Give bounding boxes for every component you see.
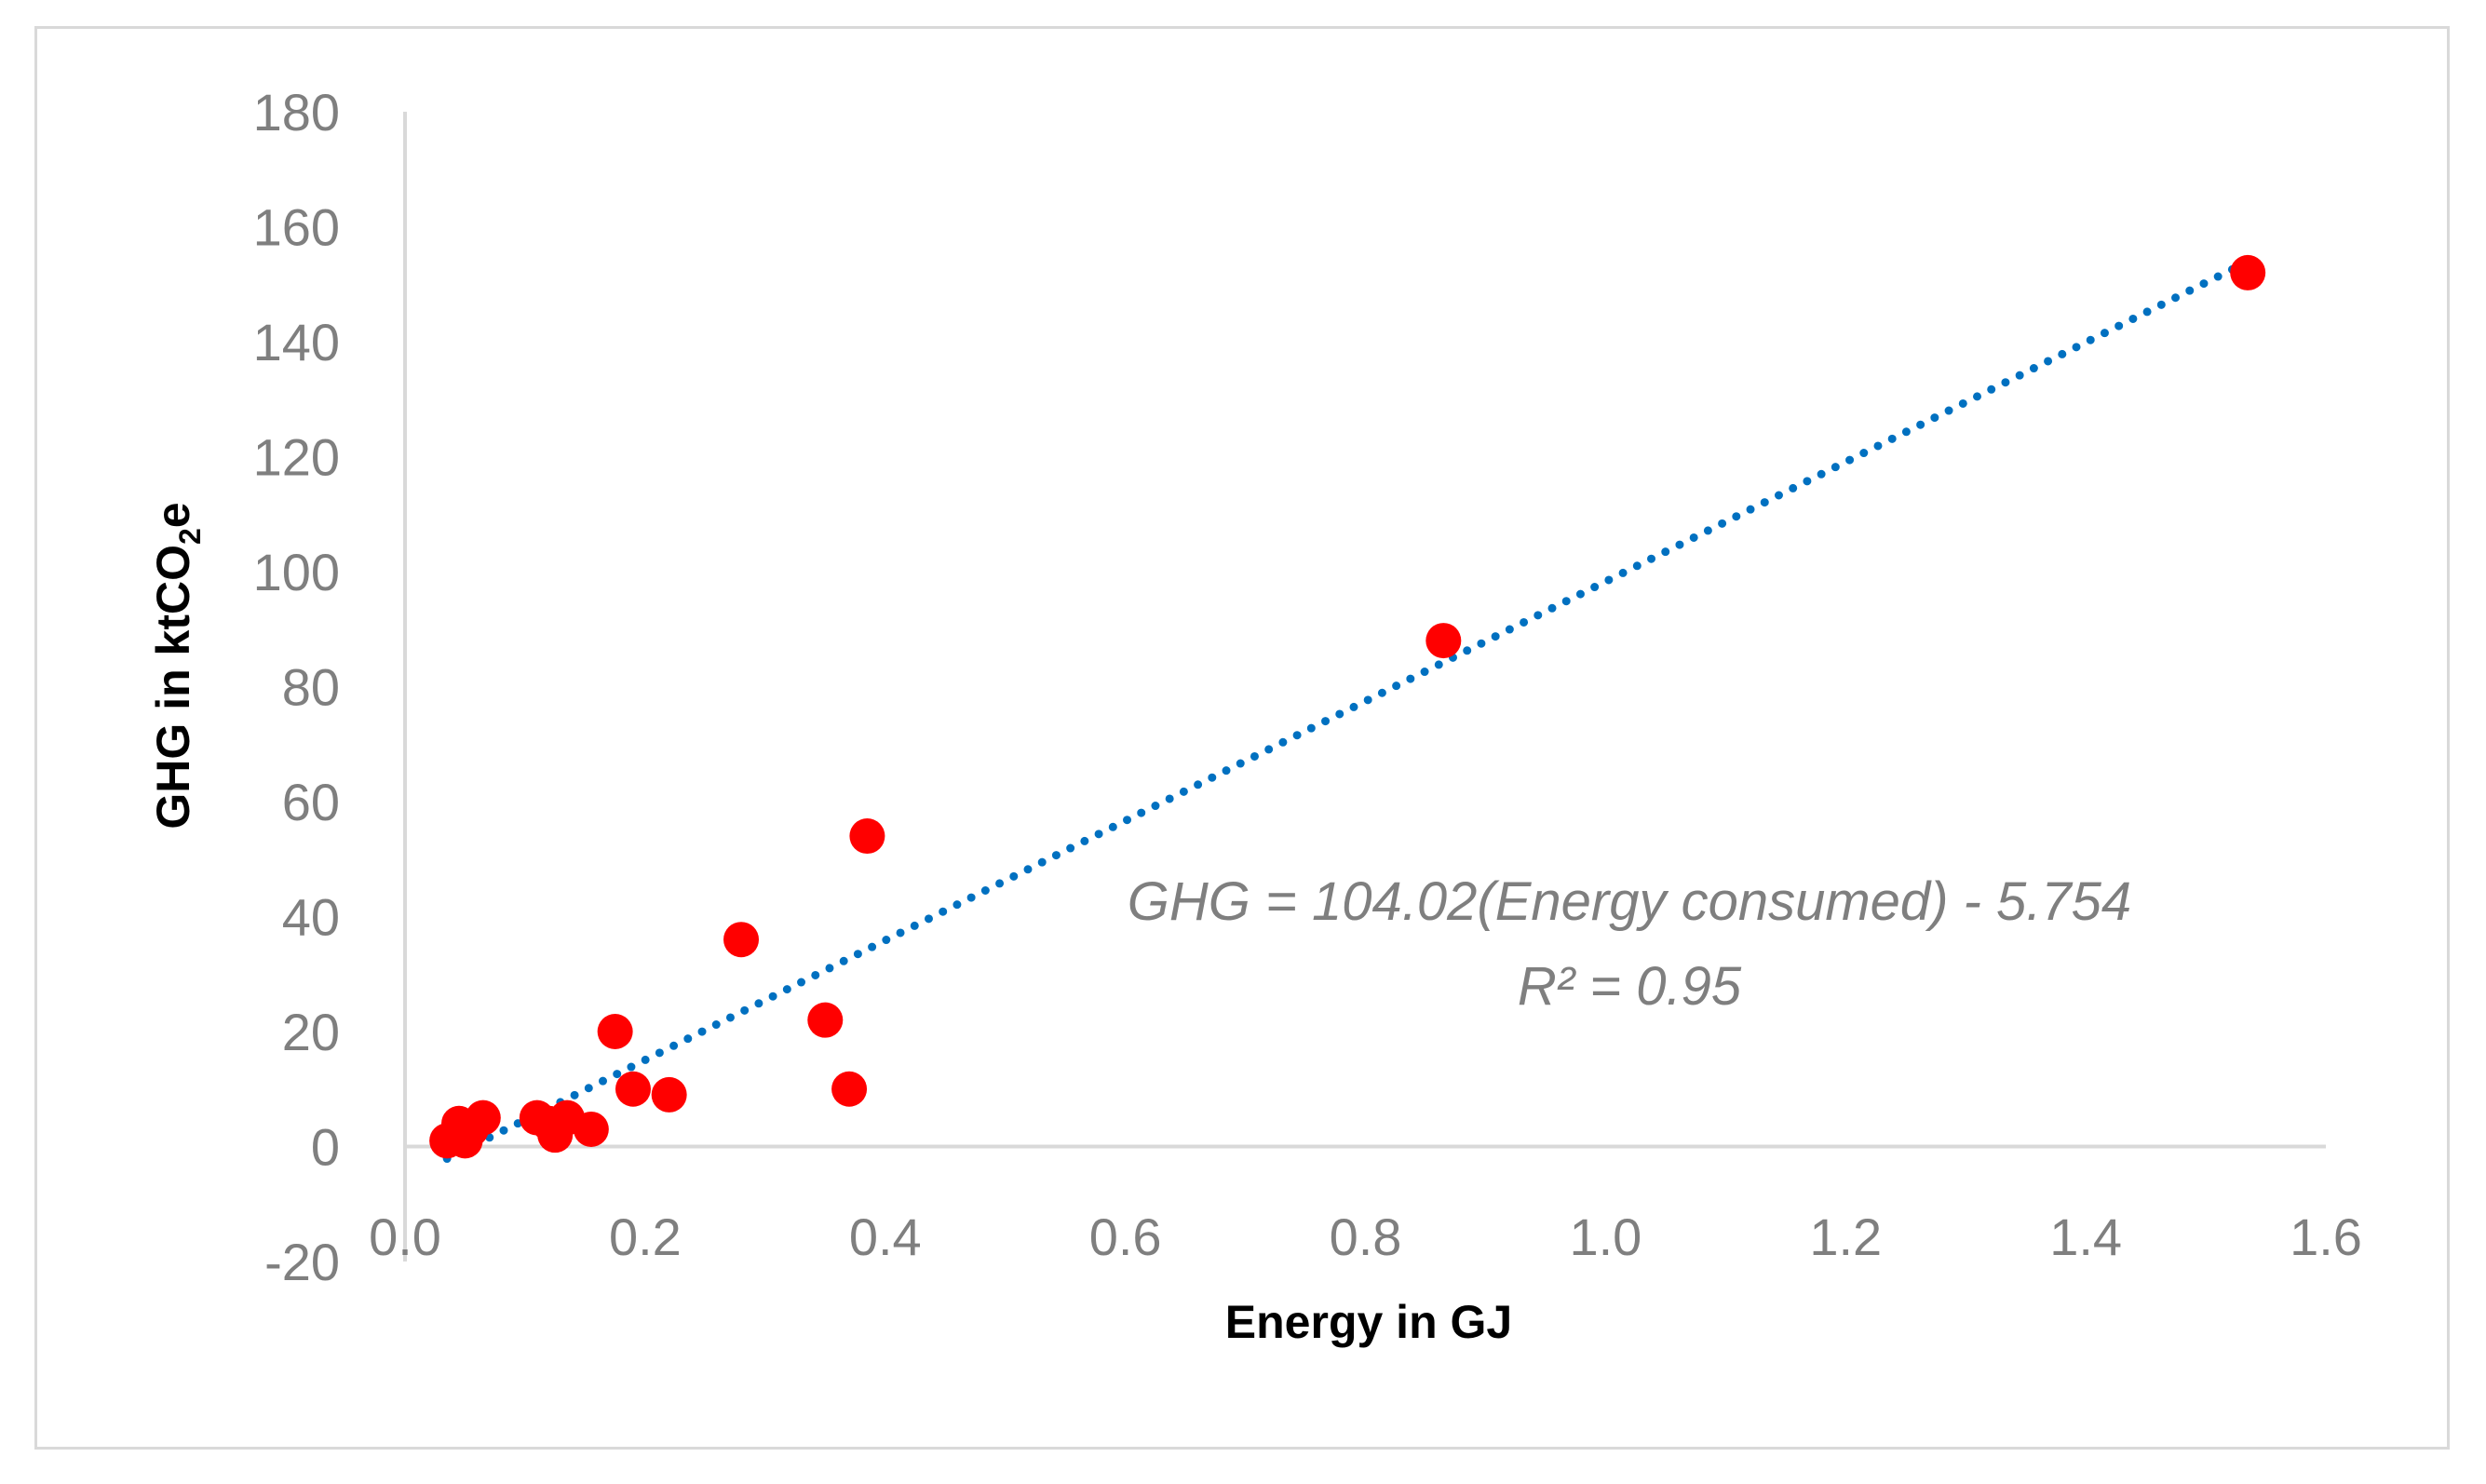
x-tick-label: 0.2	[609, 1207, 682, 1266]
data-point	[597, 1014, 633, 1049]
x-tick-labels: 0.0 0.2 0.4 0.6 0.8 1.0 1.2 1.4 1.6	[369, 1207, 2362, 1266]
data-point	[807, 1002, 844, 1038]
x-tick-label: 1.2	[1809, 1207, 1882, 1266]
x-tick-label: 0.6	[1089, 1207, 1162, 1266]
r-squared-label: R² = 0.95	[1518, 956, 1742, 1017]
x-tick-label: 1.6	[2290, 1207, 2362, 1266]
x-tick-label: 1.0	[1569, 1207, 1642, 1266]
data-point	[465, 1100, 501, 1136]
x-axis-title: Energy in GJ	[1225, 1296, 1512, 1348]
x-tick-label: 0.0	[369, 1207, 441, 1266]
data-point	[831, 1071, 868, 1107]
y-axis-title: GHG in ktCO2e	[147, 502, 207, 829]
y-tick-label: 160	[253, 198, 340, 257]
data-points	[429, 254, 2266, 1159]
y-tick-label: 100	[253, 543, 340, 601]
x-tick-label: 0.4	[849, 1207, 922, 1266]
y-tick-label: 80	[282, 658, 340, 717]
y-tick-label: -20	[264, 1233, 340, 1291]
x-tick-label: 0.8	[1330, 1207, 1402, 1266]
y-tick-label: 60	[282, 773, 340, 831]
y-tick-label: 40	[282, 888, 340, 947]
data-point	[1425, 623, 1462, 659]
y-axis-title-subscript: 2	[173, 528, 207, 545]
trendline-line	[442, 257, 2252, 1164]
x-tick-label: 1.4	[2049, 1207, 2122, 1266]
y-axis-title-main: GHG in ktCO	[147, 545, 199, 830]
chart-frame	[34, 26, 2450, 1450]
trendline	[442, 257, 2252, 1164]
data-point	[2230, 254, 2266, 290]
data-point	[849, 818, 885, 855]
y-tick-label: 20	[282, 1003, 340, 1061]
data-point	[651, 1076, 687, 1113]
data-point	[723, 922, 760, 958]
y-axis-title-suffix: e	[147, 502, 199, 528]
y-tick-label: 0	[311, 1118, 340, 1177]
trendline-equation: GHG = 104.02(Energy consumed) - 5.754	[1128, 871, 2131, 932]
y-tick-label: 140	[253, 313, 340, 371]
y-tick-label: 180	[253, 83, 340, 142]
svg-text:GHG in ktCO2e: GHG in ktCO2e	[147, 502, 207, 829]
data-point	[573, 1111, 609, 1147]
y-tick-label: 120	[253, 428, 340, 487]
data-point	[615, 1071, 651, 1107]
y-tick-labels: -20 0 20 40 60 80 100 120 140 160 180	[253, 83, 340, 1291]
